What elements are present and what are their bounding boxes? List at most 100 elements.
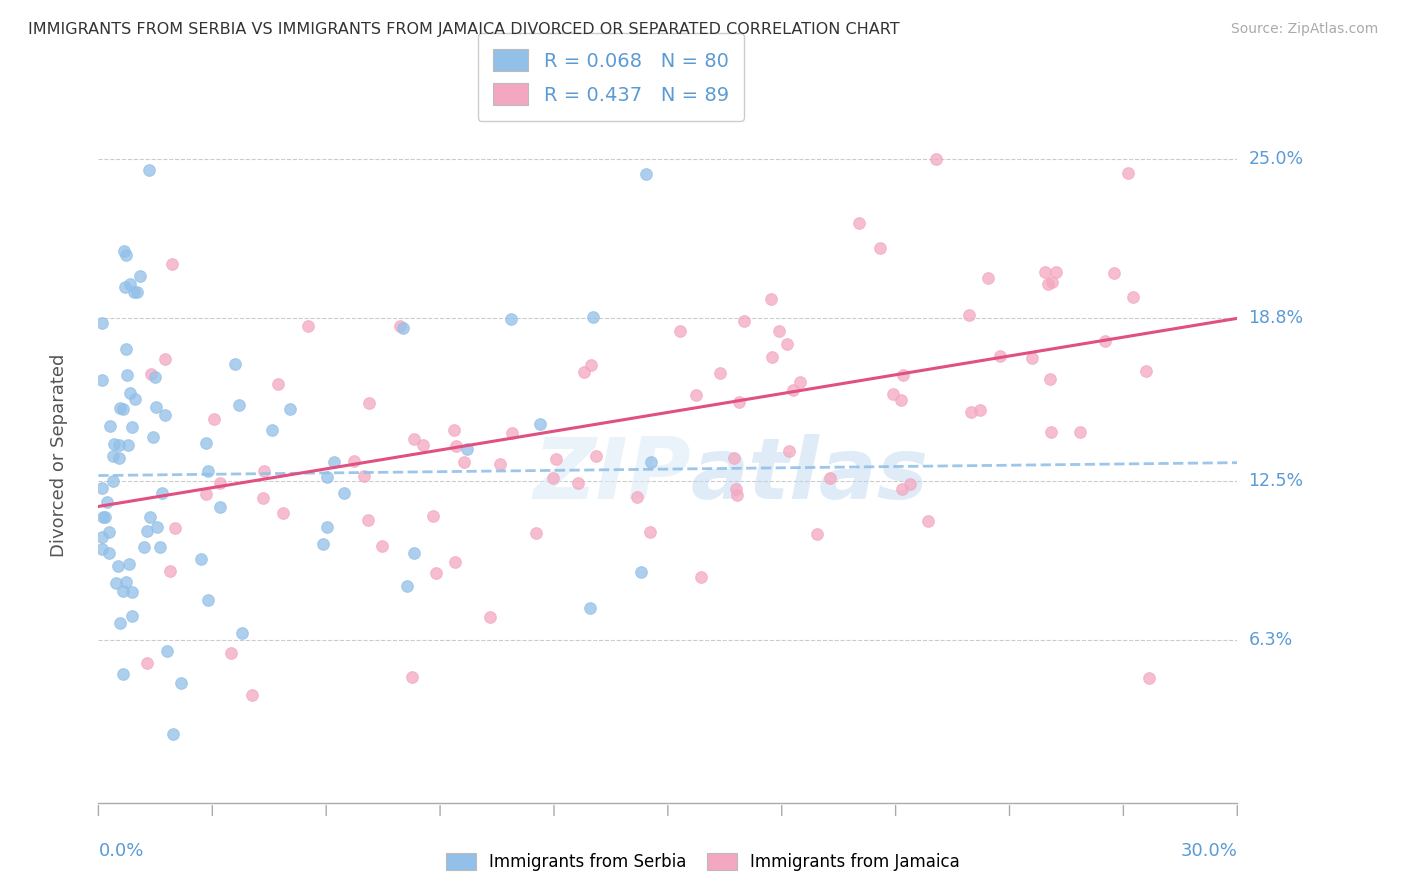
Point	[208, 476, 231, 491]
Point	[311, 537, 333, 551]
Point	[401, 670, 423, 684]
Point	[582, 310, 605, 325]
Point	[112, 584, 135, 599]
Point	[111, 402, 134, 417]
Point	[541, 471, 564, 485]
Point	[110, 401, 132, 415]
Point	[990, 349, 1012, 363]
Point	[150, 486, 173, 500]
Point	[818, 471, 841, 485]
Point	[396, 579, 419, 593]
Point	[114, 279, 136, 293]
Point	[969, 403, 991, 417]
Point	[1040, 275, 1063, 289]
Point	[488, 457, 510, 471]
Point	[136, 524, 159, 539]
Point	[709, 367, 731, 381]
Point	[91, 530, 114, 544]
Point	[725, 482, 748, 496]
Point	[917, 514, 939, 528]
Point	[252, 491, 274, 505]
Point	[925, 152, 948, 166]
Point	[202, 411, 225, 425]
Point	[1040, 425, 1063, 439]
Point	[333, 485, 356, 500]
Point	[141, 367, 163, 381]
Text: 12.5%: 12.5%	[1249, 472, 1303, 490]
Point	[578, 600, 600, 615]
Point	[115, 248, 138, 262]
Point	[315, 519, 337, 533]
Point	[267, 376, 290, 391]
Legend: R = 0.068   N = 80, R = 0.437   N = 89: R = 0.068 N = 80, R = 0.437 N = 89	[478, 33, 744, 121]
Point	[162, 257, 184, 271]
Point	[977, 270, 1000, 285]
Point	[1137, 671, 1160, 685]
Point	[96, 495, 118, 509]
Point	[209, 500, 232, 514]
Point	[91, 373, 114, 387]
Point	[129, 269, 152, 284]
Point	[891, 368, 914, 382]
Text: IMMIGRANTS FROM SERBIA VS IMMIGRANTS FROM JAMAICA DIVORCED OR SEPARATED CORRELAT: IMMIGRANTS FROM SERBIA VS IMMIGRANTS FRO…	[28, 22, 900, 37]
Point	[501, 312, 523, 326]
Point	[94, 509, 117, 524]
Point	[1122, 290, 1144, 304]
Point	[456, 442, 478, 457]
Point	[195, 436, 218, 450]
Point	[135, 656, 157, 670]
Point	[789, 375, 811, 389]
Legend: Immigrants from Serbia, Immigrants from Jamaica: Immigrants from Serbia, Immigrants from …	[437, 845, 969, 880]
Point	[453, 455, 475, 469]
Point	[1116, 166, 1139, 180]
Point	[139, 509, 162, 524]
Point	[723, 451, 745, 466]
Point	[127, 285, 149, 299]
Point	[297, 318, 319, 333]
Point	[392, 321, 415, 335]
Point	[443, 555, 465, 569]
Point	[634, 167, 657, 181]
Point	[121, 419, 143, 434]
Point	[422, 508, 444, 523]
Point	[891, 482, 914, 496]
Point	[806, 527, 828, 541]
Point	[425, 566, 447, 580]
Point	[145, 400, 167, 414]
Point	[108, 451, 131, 466]
Point	[882, 387, 904, 401]
Point	[404, 546, 426, 560]
Point	[444, 439, 467, 453]
Point	[108, 438, 131, 452]
Text: 0.0%: 0.0%	[98, 842, 143, 860]
Point	[195, 487, 218, 501]
Point	[156, 643, 179, 657]
Point	[572, 365, 595, 379]
Point	[121, 584, 143, 599]
Point	[121, 609, 143, 624]
Point	[221, 646, 243, 660]
Point	[728, 394, 751, 409]
Point	[669, 324, 692, 338]
Point	[114, 575, 136, 590]
Point	[149, 540, 172, 554]
Point	[240, 689, 263, 703]
Point	[478, 610, 501, 624]
Point	[1021, 351, 1043, 366]
Point	[101, 449, 124, 463]
Point	[776, 337, 799, 351]
Point	[112, 244, 135, 259]
Point	[1094, 334, 1116, 349]
Point	[163, 521, 186, 535]
Point	[122, 285, 145, 299]
Point	[1036, 277, 1059, 291]
Point	[1135, 364, 1157, 378]
Point	[262, 423, 284, 437]
Point	[103, 437, 125, 451]
Point	[91, 316, 114, 330]
Point	[529, 417, 551, 431]
Point	[370, 539, 392, 553]
Point	[1033, 265, 1056, 279]
Point	[546, 452, 568, 467]
Point	[228, 398, 250, 412]
